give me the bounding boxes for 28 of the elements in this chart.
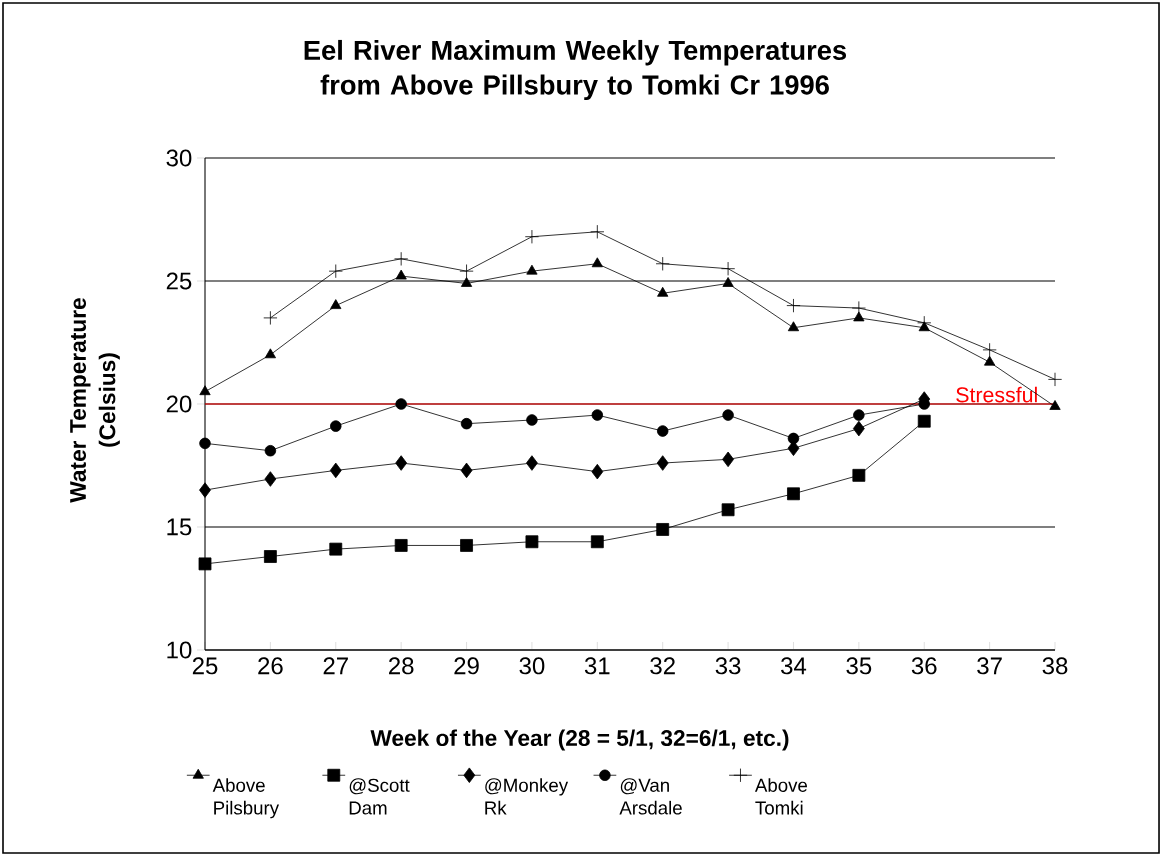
legend-label: @Monkey Rk xyxy=(485,778,569,815)
legend-label: @Scott Dam xyxy=(349,778,410,815)
x-tick-label: 25 xyxy=(192,657,218,675)
x-tick-label: 34 xyxy=(781,657,807,675)
x-tick-label: 32 xyxy=(650,657,675,675)
x-tick-label: 38 xyxy=(1042,657,1068,675)
y-axis-title: Water Temperature (Celsius) xyxy=(70,298,120,503)
y-tick-label: 30 xyxy=(166,149,192,167)
legend-label: @Van Arsdale xyxy=(619,778,682,815)
ref-line-label: Stressful xyxy=(956,386,1037,403)
y-tick-label: 10 xyxy=(167,641,192,659)
x-tick-label: 36 xyxy=(911,657,937,675)
y-tick-label: 20 xyxy=(166,395,192,413)
x-tick-label: 37 xyxy=(977,657,1002,675)
x-axis-title: Week of the Year (28 = 5/1, 32=6/1, etc.) xyxy=(370,729,789,751)
x-tick-label: 26 xyxy=(258,657,283,675)
x-tick-label: 30 xyxy=(519,657,545,675)
x-tick-label: 31 xyxy=(584,657,610,675)
y-tick-label: 25 xyxy=(166,272,192,290)
legend-label: Above Tomki xyxy=(754,778,808,815)
x-tick-label: 33 xyxy=(715,657,741,675)
legend-label: Above Pilsbury xyxy=(212,778,280,819)
x-tick-label: 35 xyxy=(846,657,872,675)
x-tick-label: 28 xyxy=(389,657,414,675)
y-tick-label: 15 xyxy=(167,518,192,536)
x-tick-label: 29 xyxy=(454,657,479,675)
chart-title: Eel River Maximum Weekly Temperatures from Above Pillsbury to Tomki Cr 1996 xyxy=(304,39,847,101)
x-tick-label: 27 xyxy=(323,657,348,675)
